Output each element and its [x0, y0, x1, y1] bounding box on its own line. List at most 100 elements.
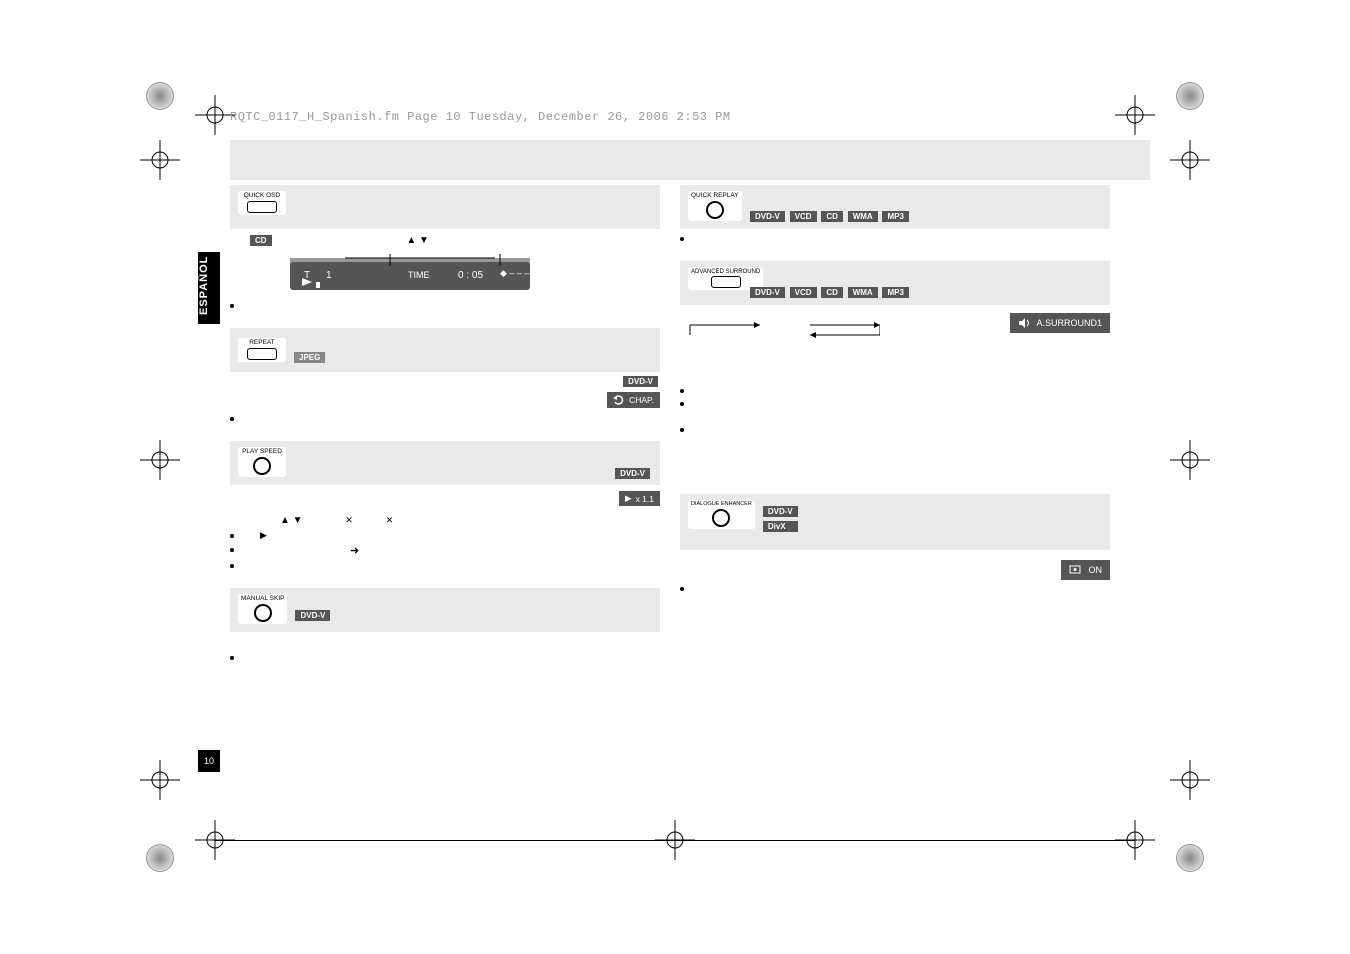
section-header: QUICK OSD [230, 185, 660, 229]
dialogue-icon [1069, 564, 1083, 576]
section-header: MANUAL SKIP DVD-V [230, 588, 660, 632]
chip-label: ON [1089, 565, 1103, 575]
times-symbol: ✕ [386, 515, 394, 525]
mp3-badge: MP3 [882, 211, 908, 222]
on-chip: ON [1061, 560, 1111, 580]
reg-mark-bottom-right-2 [1170, 760, 1210, 800]
play-speed-button-icon: PLAY SPEED [238, 447, 286, 477]
reg-mark-right [1170, 140, 1210, 180]
bullet: — [680, 233, 1110, 243]
advanced-surround-section: ADVANCED SURROUND DVD-V VCD CD WMA MP3 [680, 261, 1110, 434]
play-icon: ▶ [625, 493, 632, 504]
dvdv-badge: DVD-V [615, 468, 650, 479]
up-down-arrows: ▲ ▼ [280, 515, 303, 526]
reg-corner-bl [146, 844, 174, 872]
manual-skip-section: MANUAL SKIP DVD-V — [230, 588, 660, 662]
vcd-badge: VCD [790, 211, 817, 222]
bullet: — [230, 300, 660, 310]
round-button-glyph [706, 201, 724, 219]
times-symbol: ✕ [345, 515, 353, 525]
dvdv-badge: DVD-V [763, 506, 798, 517]
format-badges: DVD-V VCD CD WMA MP3 [750, 287, 911, 298]
page-header-band [230, 140, 1150, 180]
repeat-section: REPEAT JPEG DVD-V CHAP. — [230, 328, 660, 423]
svg-text:TIME: TIME [408, 270, 430, 280]
divx-badge: DivX [763, 521, 798, 532]
speed-chip: ▶ x 1.1 [619, 491, 660, 506]
osd-display: T 1 TIME 0 : 05 ◆ – – – T 1 TIME 0 : 05 [290, 254, 530, 292]
wma-badge: WMA [848, 287, 878, 298]
crop-line-bottom [215, 840, 1135, 841]
button-label: ADVANCED SURROUND [691, 269, 760, 275]
dvdv-badge: DVD-V [750, 211, 785, 222]
speed-value: x 1.1 [636, 494, 654, 504]
chap-chip: CHAP. [607, 392, 660, 408]
button-label: MANUAL SKIP [241, 596, 284, 603]
play-arrow: ▶ [260, 530, 267, 540]
speaker-icon [1018, 317, 1030, 329]
bullet: — [230, 413, 660, 423]
quick-replay-button-icon: QUICK REPLAY [688, 191, 742, 221]
dvdv-badge: DVD-V [295, 610, 330, 621]
round-button-glyph [712, 509, 730, 527]
asurround-chip: A.SURROUND1 [1010, 313, 1110, 333]
section-header: REPEAT JPEG [230, 328, 660, 372]
round-button-glyph [254, 604, 272, 622]
jpeg-badge: JPEG [294, 352, 325, 363]
rect-button-glyph [247, 201, 277, 213]
button-label: DIALOGUE ENHANCER [691, 502, 752, 508]
cd-badge: CD [821, 287, 843, 298]
section-header: QUICK REPLAY DVD-V VCD CD WMA MP3 [680, 185, 1110, 229]
chap-label: CHAP. [629, 395, 654, 405]
section-header: ADVANCED SURROUND DVD-V VCD CD WMA MP3 [680, 261, 1110, 305]
round-button-glyph [253, 457, 271, 475]
quick-osd-section: QUICK OSD CD ▲ ▼ T 1 TIME 0 : 05 ◆ – – – [230, 185, 660, 310]
repeat-button-icon: REPEAT [238, 338, 286, 362]
button-label: REPEAT [249, 340, 275, 347]
right-arrow: ➜ [350, 545, 359, 557]
bullet: ▶ [230, 530, 660, 541]
dvdv-badge: DVD-V [750, 287, 785, 298]
format-badges: DVD-V VCD CD WMA MP3 [750, 211, 911, 222]
up-down-arrows: ▲ ▼ [406, 235, 429, 246]
svg-text:0 : 05: 0 : 05 [458, 270, 483, 281]
manual-skip-button-icon: MANUAL SKIP [238, 594, 287, 624]
reg-corner-tr [1176, 82, 1204, 110]
button-label: QUICK REPLAY [691, 193, 739, 200]
vcd-badge: VCD [790, 287, 817, 298]
chip-label: A.SURROUND1 [1036, 318, 1102, 328]
bullet: — [230, 560, 660, 570]
mp3-badge: MP3 [882, 287, 908, 298]
reg-corner-tl [146, 82, 174, 110]
page-number: 10 [198, 750, 220, 772]
repeat-icon [613, 394, 625, 406]
bullet: — [680, 385, 1110, 395]
bullet: — [230, 652, 660, 662]
left-column: QUICK OSD CD ▲ ▼ T 1 TIME 0 : 05 ◆ – – – [230, 185, 660, 680]
section-header: PLAY SPEED DVD-V [230, 441, 660, 485]
play-speed-section: PLAY SPEED DVD-V ▶ x 1.1 ▲ ▼ ✕ ✕ ▶ ➜ — [230, 441, 660, 570]
reg-mark-mid-right [1170, 440, 1210, 480]
wma-badge: WMA [848, 211, 878, 222]
bullet: — [680, 398, 1110, 408]
reg-mark-top-left [195, 95, 235, 135]
print-header-path: RQTC_0117_H_Spanish.fm Page 10 Tuesday, … [230, 110, 731, 124]
svg-text:1: 1 [326, 270, 332, 281]
bullet: — [680, 424, 1110, 434]
dialogue-enhancer-section: DIALOGUE ENHANCER DVD-V DivX ON — [680, 494, 1110, 593]
bullet: — [680, 583, 1110, 593]
reg-corner-br [1176, 844, 1204, 872]
rect-button-glyph [247, 348, 277, 360]
bullet: ➜ [230, 544, 660, 557]
dialogue-enhancer-button-icon: DIALOGUE ENHANCER [688, 500, 755, 529]
quick-replay-section: QUICK REPLAY DVD-V VCD CD WMA MP3 — [680, 185, 1110, 243]
quick-osd-button-icon: QUICK OSD [238, 191, 286, 215]
cd-badge: CD [250, 235, 272, 246]
dvdv-badge: DVD-V [623, 376, 658, 387]
rect-button-glyph [711, 276, 741, 288]
cd-badge: CD [821, 211, 843, 222]
svg-text:◆ – – –: ◆ – – – [500, 268, 529, 278]
button-label: PLAY SPEED [242, 449, 282, 456]
right-column: QUICK REPLAY DVD-V VCD CD WMA MP3 — ADVA… [680, 185, 1110, 611]
section-header: DIALOGUE ENHANCER DVD-V DivX [680, 494, 1110, 550]
